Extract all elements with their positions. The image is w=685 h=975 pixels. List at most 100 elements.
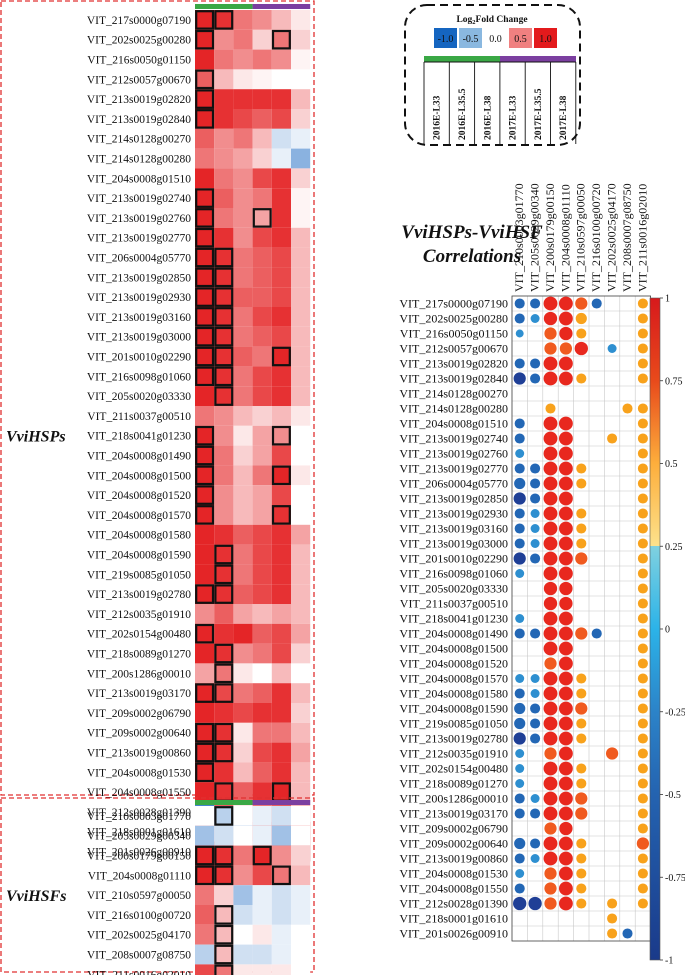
corr-dot	[637, 808, 648, 819]
heat-cell	[252, 905, 272, 925]
row-label: VIT_216s0100g00720	[87, 910, 191, 922]
heat-cell	[214, 366, 234, 387]
row-label: VIT_214s0128g00280	[87, 153, 191, 165]
corr-dot	[514, 298, 525, 309]
x-label: VIT_205s0029g00340	[527, 183, 541, 292]
heat-cell	[291, 782, 311, 802]
corr-dot	[558, 356, 573, 371]
corr-dot	[530, 373, 541, 384]
corr-dot	[543, 596, 558, 611]
group-label: VviHSPs	[6, 429, 66, 446]
y-label: VIT_209s0002g00640	[399, 836, 508, 850]
significance-box	[195, 683, 215, 703]
corr-dot	[607, 433, 618, 444]
corr-dot	[514, 508, 525, 519]
row-label: VIT_213s0019g00860	[87, 747, 191, 759]
heat-cell	[271, 544, 291, 565]
corr-dot	[576, 883, 587, 894]
corr-dot	[530, 524, 540, 533]
heat-cell	[252, 425, 272, 446]
corr-dot	[605, 747, 619, 760]
heat-cell	[195, 406, 215, 426]
heat-cell	[195, 267, 215, 288]
significance-box	[195, 109, 215, 129]
corr-dot	[637, 463, 648, 474]
heat-cell	[233, 806, 253, 826]
corr-dot	[637, 553, 648, 564]
significance-box	[195, 69, 215, 90]
corr-dot	[558, 866, 573, 881]
significance-box	[195, 208, 215, 228]
heat-cell	[214, 623, 234, 644]
heat-cell	[214, 905, 234, 925]
corr-dot	[515, 764, 525, 773]
heat-cell	[271, 806, 291, 826]
significance-box	[214, 643, 234, 664]
significance-box	[214, 806, 234, 826]
heat-cell	[233, 208, 253, 228]
corr-dot	[544, 657, 557, 670]
heat-cell	[214, 806, 234, 826]
heat-cell	[233, 742, 253, 763]
heat-cell	[291, 227, 311, 248]
heat-cell	[291, 425, 311, 446]
heat-cell	[233, 307, 253, 327]
heat-cell	[291, 307, 311, 327]
corr-dot	[637, 328, 648, 339]
heat-cell	[214, 128, 234, 149]
heat-cell	[291, 722, 311, 743]
corr-dot	[544, 822, 557, 835]
heat-cell	[291, 287, 311, 307]
row-label: VIT_204s0008g01490	[87, 450, 191, 462]
corr-dot	[558, 446, 573, 461]
heat-cell	[195, 346, 215, 367]
corr-dot	[530, 314, 540, 323]
x-label: VIT_211s0016g02010	[635, 184, 649, 292]
corr-dot	[637, 433, 648, 444]
row-label: VIT_202s0154g00480	[87, 629, 191, 641]
heat-cell	[233, 845, 253, 866]
y-label: VIT_213s0019g02760	[399, 446, 508, 460]
y-label: VIT_216s0050g01150	[400, 326, 508, 340]
x-label: VIT_208s0007g08750	[620, 183, 634, 292]
y-label: VIT_213s0019g02840	[399, 371, 508, 385]
heat-cell	[214, 208, 234, 228]
corr-dot	[622, 928, 633, 939]
heat-cell	[291, 267, 311, 288]
corr-dot	[513, 372, 526, 385]
heat-cell	[271, 584, 291, 604]
heat-cell	[214, 964, 234, 975]
heat-cell	[271, 944, 291, 965]
corr-dot	[543, 641, 558, 656]
legend-swatch	[459, 28, 482, 48]
heat-cell	[233, 623, 253, 644]
heat-cell	[233, 584, 253, 604]
heat-cell	[291, 109, 311, 129]
heat-cell	[233, 782, 253, 802]
corr-dot	[637, 733, 648, 744]
heat-cell	[271, 10, 291, 30]
legend-value: -0.5	[463, 34, 479, 45]
heat-cell	[271, 89, 291, 109]
row-label: VIT_204s0008g01570	[87, 510, 191, 522]
corr-dot	[530, 718, 541, 729]
heat-cell	[233, 29, 253, 50]
heat-cell	[195, 564, 215, 585]
heat-cell	[195, 148, 215, 169]
heat-cell	[195, 69, 215, 90]
y-label: VIT_201s0010g02290	[399, 551, 508, 565]
heat-cell	[214, 762, 234, 783]
y-label: VIT_213s0019g03000	[399, 536, 508, 550]
corr-dot	[576, 373, 587, 384]
corr-dot	[514, 628, 525, 639]
corr-dot	[607, 898, 618, 909]
row-label: VIT_204s0008g01550	[87, 787, 191, 799]
heat-cell	[195, 782, 215, 802]
significance-box	[252, 208, 272, 228]
heat-cell	[252, 465, 272, 486]
heat-cell	[252, 806, 272, 826]
corr-dot	[576, 328, 587, 339]
corr-dot	[530, 733, 541, 744]
corr-dot	[530, 358, 541, 369]
corr-dot	[530, 493, 541, 504]
